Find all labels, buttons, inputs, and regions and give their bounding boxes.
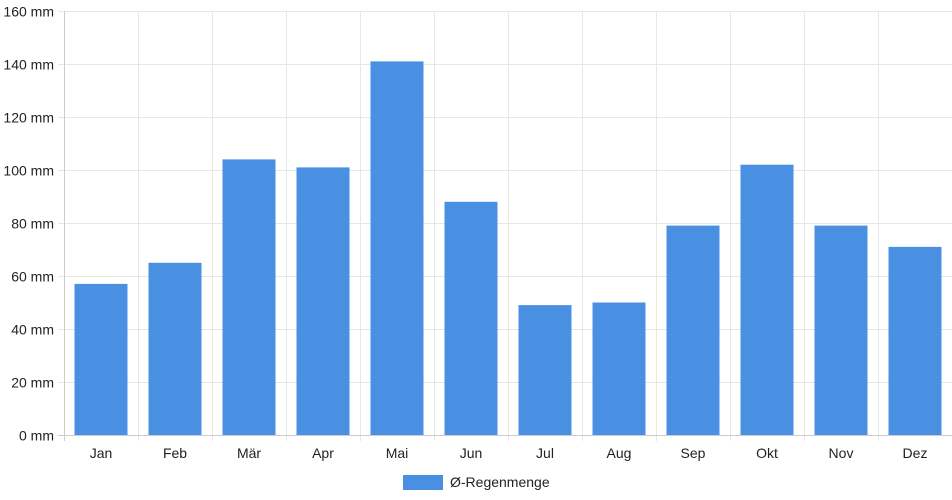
- bar-dez[interactable]: [888, 246, 942, 435]
- y-tick-label: 100 mm: [3, 163, 54, 179]
- x-tick-label: Nov: [829, 445, 854, 461]
- y-tick-label: 120 mm: [3, 110, 54, 126]
- x-tick-label: Mär: [237, 445, 261, 461]
- y-tick-label: 20 mm: [11, 375, 54, 391]
- y-tick-label: 160 mm: [3, 4, 54, 20]
- grid-lines: [58, 11, 952, 441]
- y-tick-label: 40 mm: [11, 322, 54, 338]
- y-tick-label: 80 mm: [11, 216, 54, 232]
- x-tick-label: Sep: [681, 445, 706, 461]
- x-tick-label: Feb: [163, 445, 187, 461]
- x-tick-label: Jul: [536, 445, 554, 461]
- bar-aug[interactable]: [592, 302, 646, 436]
- x-tick-label: Jan: [90, 445, 113, 461]
- bars: [74, 61, 942, 436]
- legend[interactable]: Ø-Regenmenge: [403, 474, 550, 490]
- bar-sep[interactable]: [666, 225, 720, 435]
- bar-jan[interactable]: [74, 283, 128, 435]
- y-tick-label: 0 mm: [19, 428, 54, 444]
- x-tick-label: Dez: [903, 445, 928, 461]
- bar-apr[interactable]: [296, 167, 350, 435]
- legend-label[interactable]: Ø-Regenmenge: [450, 474, 550, 490]
- x-tick-label: Mai: [386, 445, 409, 461]
- y-tick-label: 140 mm: [3, 57, 54, 73]
- bar-jul[interactable]: [518, 305, 572, 435]
- axes: [58, 11, 952, 441]
- bar-feb[interactable]: [148, 262, 202, 436]
- legend-swatch[interactable]: [403, 475, 443, 490]
- bar-okt[interactable]: [740, 164, 794, 435]
- x-tick-label: Apr: [312, 445, 334, 461]
- y-tick-label: 60 mm: [11, 269, 54, 285]
- bar-jun[interactable]: [444, 201, 498, 435]
- x-tick-label: Aug: [607, 445, 632, 461]
- x-tick-labels: Jan Feb Mär Apr Mai Jun Jul Aug Sep Okt Nov Dez: [90, 445, 928, 461]
- bar-nov[interactable]: [814, 225, 868, 435]
- bar-mär[interactable]: [222, 159, 276, 435]
- y-tick-labels: 0 mm 20 mm 40 mm 60 mm 80 mm 100 mm 120 mm 140 …: [3, 4, 54, 444]
- bar-mai[interactable]: [370, 61, 424, 436]
- x-tick-label: Okt: [756, 445, 778, 461]
- x-tick-label: Jun: [460, 445, 483, 461]
